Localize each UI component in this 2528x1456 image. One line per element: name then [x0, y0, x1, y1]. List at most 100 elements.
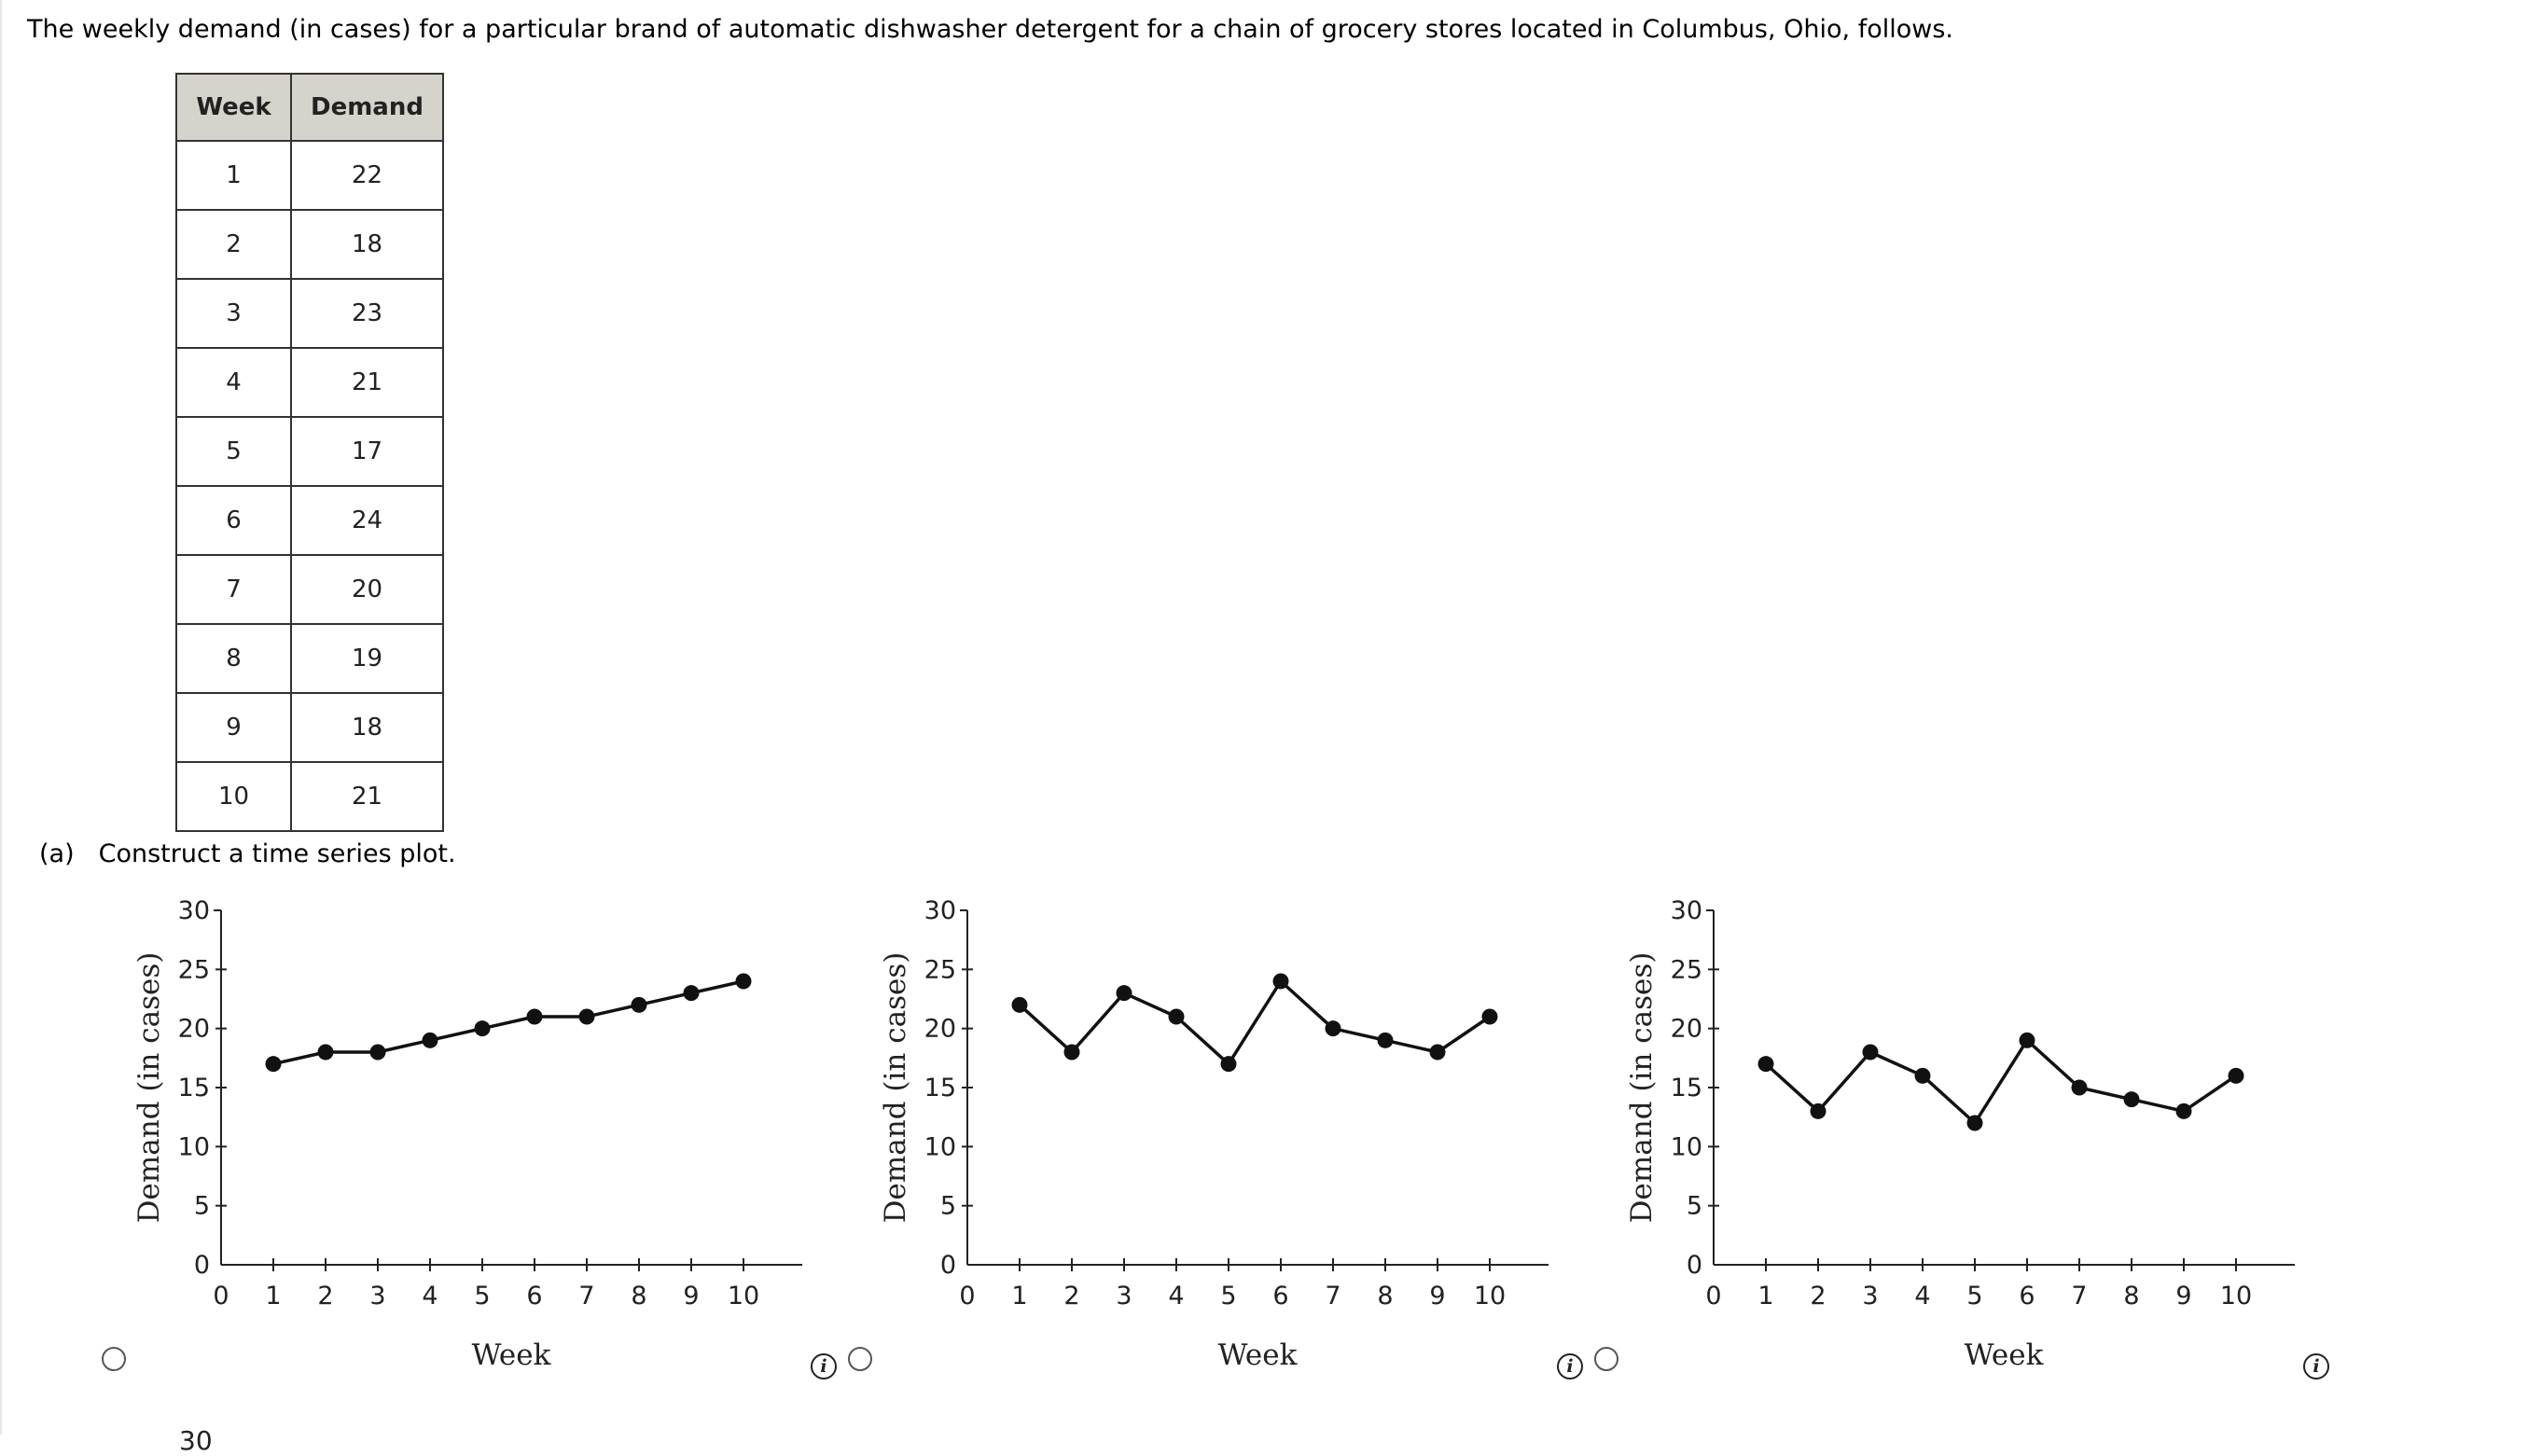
week-cell: 9: [175, 692, 292, 763]
week-cell: 2: [175, 209, 292, 280]
x-axis-title: Week: [1965, 1338, 2044, 1372]
x-tick-label: 7: [1325, 1282, 1340, 1310]
question-a: (a) Construct a time series plot.: [39, 839, 456, 868]
y-tick-label: 25: [1671, 955, 1702, 984]
x-tick-label: 10: [2220, 1282, 2252, 1310]
data-point: [1966, 1115, 1983, 1131]
x-tick-label: 9: [683, 1282, 699, 1310]
y-tick-label: 0: [940, 1251, 956, 1280]
y-tick-label: 20: [924, 1015, 956, 1044]
info-icon[interactable]: i: [811, 1353, 837, 1380]
data-point: [683, 985, 700, 1002]
y-tick-label: 30: [924, 896, 956, 925]
x-tick-label: 0: [959, 1282, 975, 1310]
y-tick-label: 15: [924, 1074, 956, 1102]
problem-statement: The weekly demand (in cases) for a parti…: [27, 15, 1953, 44]
y-axis-title: Demand (in cases): [879, 952, 912, 1224]
data-point: [526, 1008, 543, 1025]
week-cell: 3: [175, 278, 292, 349]
x-tick-label: 4: [1914, 1282, 1930, 1310]
y-tick-label: 15: [178, 1074, 210, 1102]
x-tick-label: 7: [578, 1282, 594, 1310]
series-line: [1018, 979, 1491, 1066]
demand-cell: 17: [290, 416, 444, 487]
data-point: [474, 1020, 491, 1037]
y-tick-label: 15: [1671, 1074, 1702, 1102]
y-tick-label: 10: [178, 1132, 210, 1161]
x-tick-label: 6: [1272, 1282, 1288, 1310]
y-tick-label: 0: [1687, 1251, 1702, 1280]
demand-cell: 20: [290, 554, 444, 625]
info-icon[interactable]: i: [2303, 1353, 2329, 1380]
info-icon[interactable]: i: [1557, 1353, 1583, 1380]
x-tick-label: 4: [1168, 1282, 1184, 1310]
x-tick-label: 9: [1429, 1282, 1445, 1310]
data-point: [1377, 1032, 1394, 1048]
y-tick-label: 10: [1671, 1132, 1702, 1161]
demand-cell: 18: [290, 209, 444, 280]
x-tick-label: 5: [1220, 1282, 1236, 1310]
x-tick-label: 1: [1011, 1282, 1027, 1310]
demand-cell: 23: [290, 278, 444, 349]
x-tick-label: 10: [728, 1282, 759, 1310]
table-row: 8 19: [175, 623, 444, 694]
demand-cell: 24: [290, 485, 444, 556]
y-tick-label: 30: [1671, 896, 1702, 925]
y-tick-label: 10: [924, 1132, 956, 1161]
data-point: [422, 1032, 438, 1048]
option-2-radio[interactable]: [848, 1347, 872, 1371]
y-tick-label: 25: [178, 955, 210, 984]
data-point: [735, 973, 752, 990]
data-point: [1914, 1067, 1931, 1084]
data-point: [2123, 1091, 2140, 1108]
option-3-radio[interactable]: [1594, 1347, 1618, 1371]
option-1-radio[interactable]: [102, 1347, 126, 1371]
data-point: [1272, 973, 1289, 990]
column-header-demand: Demand: [290, 73, 444, 142]
y-tick-label: 5: [1687, 1192, 1702, 1221]
table-header-row: Week Demand: [175, 73, 444, 142]
time-series-chart-option-3: 0 5 10 15 20 25 30 0 1 2 3 4 5 6 7 8 9 10 Week Demand (in c…: [1625, 896, 2295, 1372]
demand-cell: 19: [290, 623, 444, 694]
question-part-label: (a): [39, 839, 75, 868]
data-point: [369, 1044, 386, 1061]
week-cell: 4: [175, 347, 292, 418]
data-point: [1429, 1044, 1446, 1061]
table-row: 7 20: [175, 554, 444, 625]
data-point: [1757, 1056, 1774, 1073]
y-tick-label: 0: [194, 1251, 210, 1280]
next-chart-cutoff-label: 30: [179, 1425, 213, 1456]
table-row: 10 21: [175, 761, 444, 832]
data-point: [1810, 1102, 1827, 1119]
x-tick-label: 8: [631, 1282, 646, 1310]
data-point: [631, 996, 647, 1013]
x-tick-label: 6: [2019, 1282, 2035, 1310]
data-point: [2019, 1032, 2035, 1048]
y-axis-title: Demand (in cases): [132, 952, 166, 1224]
x-tick-label: 8: [2123, 1282, 2139, 1310]
x-tick-label: 2: [1063, 1282, 1079, 1310]
week-cell: 8: [175, 623, 292, 694]
week-cell: 6: [175, 485, 292, 556]
demand-cell: 22: [290, 140, 444, 211]
demand-cell: 21: [290, 347, 444, 418]
data-point: [1325, 1020, 1341, 1037]
x-tick-label: 3: [1862, 1282, 1878, 1310]
x-tick-label: 10: [1474, 1282, 1506, 1310]
data-point: [1168, 1008, 1185, 1025]
table-row: 9 18: [175, 692, 444, 763]
week-cell: 7: [175, 554, 292, 625]
x-tick-label: 5: [1966, 1282, 1982, 1310]
data-point: [1481, 1008, 1498, 1025]
x-tick-label: 8: [1377, 1282, 1393, 1310]
table-row: 5 17: [175, 416, 444, 487]
y-tick-label: 20: [178, 1015, 210, 1044]
data-point: [578, 1008, 595, 1025]
series-line: [1764, 1038, 2237, 1125]
x-tick-label: 3: [369, 1282, 385, 1310]
table-row: 4 21: [175, 347, 444, 418]
x-tick-label: 9: [2175, 1282, 2191, 1310]
y-axis-title: Demand (in cases): [1625, 952, 1659, 1224]
y-tick-label: 5: [194, 1192, 210, 1221]
data-point: [1116, 985, 1132, 1002]
